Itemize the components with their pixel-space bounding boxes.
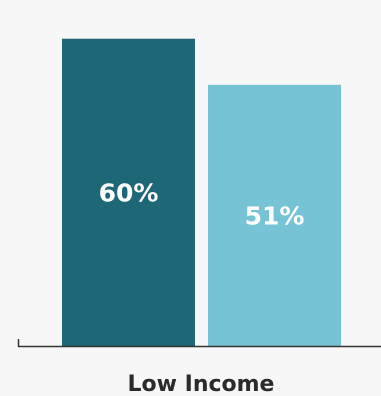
x-category-label: Low Income — [128, 372, 275, 396]
bar-value-label-1: 60% — [99, 178, 159, 207]
bar-value-label-2: 51% — [245, 201, 305, 230]
bar-1 — [62, 38, 195, 347]
bars-group — [62, 38, 341, 347]
data-labels-group: 60% 51% — [99, 178, 305, 230]
bar-2 — [208, 84, 341, 347]
